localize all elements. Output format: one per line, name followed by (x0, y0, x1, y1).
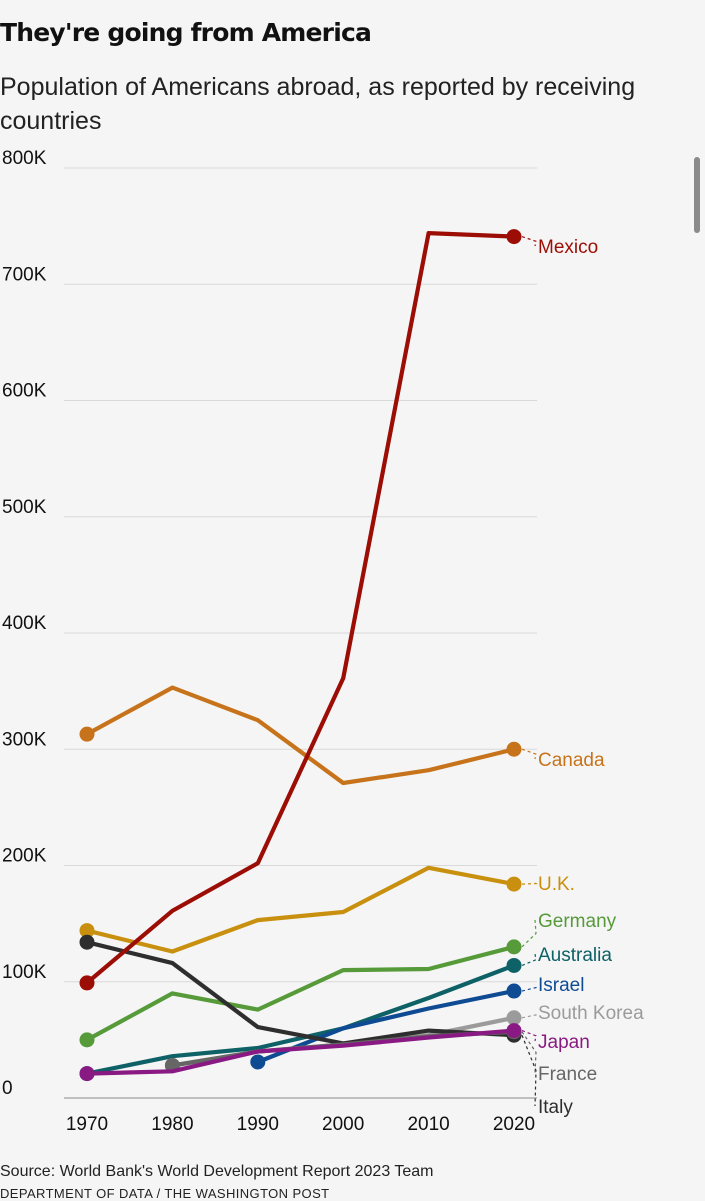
line-australia (84, 963, 517, 1076)
series-lines (79, 229, 522, 1082)
end-point-south-korea (506, 1010, 522, 1026)
connector-italy (521, 1034, 537, 1107)
source-note: Source: World Bank's World Development R… (0, 1163, 434, 1180)
start-point-italy (79, 934, 95, 950)
line-japan (84, 1028, 517, 1076)
connector-u-k (521, 882, 539, 885)
series-mexico (79, 229, 522, 991)
chart-title: They're going from America (0, 18, 372, 47)
label-japan: Japan (538, 1032, 590, 1053)
y-tick-label: 800K (2, 148, 47, 169)
label-canada: Canada (538, 750, 605, 771)
line-canada (84, 685, 517, 786)
end-point-israel (506, 983, 522, 999)
y-axis-ticks: 0 100K 200K 300K 400K 500K 600K 700K 800K (2, 148, 47, 1099)
line-u-k (84, 865, 517, 954)
chart-subtitle: Population of Americans abroad, as repor… (0, 73, 636, 135)
x-tick-label: 2000 (322, 1114, 364, 1135)
end-point-germany (506, 939, 522, 955)
label-italy: Italy (538, 1097, 573, 1118)
start-point-mexico (79, 975, 95, 991)
connector-france (521, 1031, 537, 1074)
start-point-u-k (79, 923, 95, 939)
series-labels: Mexico Canada U.K. Germany Australia Israel So… (538, 237, 644, 1118)
connector-germany (521, 919, 537, 948)
end-point-mexico (506, 229, 522, 245)
series-canada (79, 685, 522, 786)
connector-canada (521, 748, 537, 760)
x-tick-label: 2010 (407, 1114, 449, 1135)
connector-israel (521, 983, 537, 992)
start-point-israel (250, 1054, 266, 1070)
end-point-australia (506, 957, 522, 973)
y-tick-label: 100K (2, 962, 47, 983)
series-israel (250, 983, 522, 1070)
label-germany: Germany (538, 911, 617, 932)
label-south-korea: South Korea (538, 1003, 644, 1024)
series-japan (79, 1023, 522, 1082)
label-mexico: Mexico (538, 237, 598, 258)
connector-japan (521, 1030, 537, 1042)
connector-australia (521, 953, 537, 967)
connector-mexico (521, 236, 537, 247)
start-point-canada (79, 726, 95, 742)
label-australia: Australia (538, 945, 612, 966)
y-tick-label: 700K (2, 264, 47, 285)
y-tick-label: 600K (2, 381, 47, 402)
y-tick-label: 400K (2, 613, 47, 634)
line-israel (255, 988, 517, 1065)
x-tick-label: 2020 (493, 1114, 535, 1135)
y-tick-label: 200K (2, 846, 47, 867)
start-point-japan (79, 1066, 95, 1082)
x-tick-label: 1990 (237, 1114, 279, 1135)
x-tick-label: 1970 (66, 1114, 108, 1135)
line-germany (84, 944, 517, 1043)
end-point-canada (506, 741, 522, 757)
connector-south-korea (521, 1011, 537, 1019)
y-tick-label: 500K (2, 497, 47, 518)
line-mexico (84, 231, 517, 986)
scrollbar-thumb[interactable] (694, 157, 700, 233)
x-tick-label: 1980 (151, 1114, 193, 1135)
series-u-k (79, 865, 522, 954)
series-germany (79, 939, 522, 1048)
series-australia (79, 957, 522, 1082)
label-france: France (538, 1064, 597, 1085)
credit-line: DEPARTMENT OF DATA / THE WASHINGTON POST (0, 1186, 330, 1201)
line-italy (84, 940, 517, 1046)
y-tick-label: 300K (2, 729, 47, 750)
end-point-japan (506, 1023, 522, 1039)
label-connectors (521, 236, 539, 1107)
x-axis-ticks: 1970 1980 1990 2000 2010 2020 (66, 1114, 535, 1135)
end-point-u-k (506, 876, 522, 892)
label-israel: Israel (538, 975, 584, 996)
label-u-k: U.K. (538, 874, 575, 895)
y-tick-label: 0 (2, 1078, 13, 1099)
start-point-germany (79, 1032, 95, 1048)
